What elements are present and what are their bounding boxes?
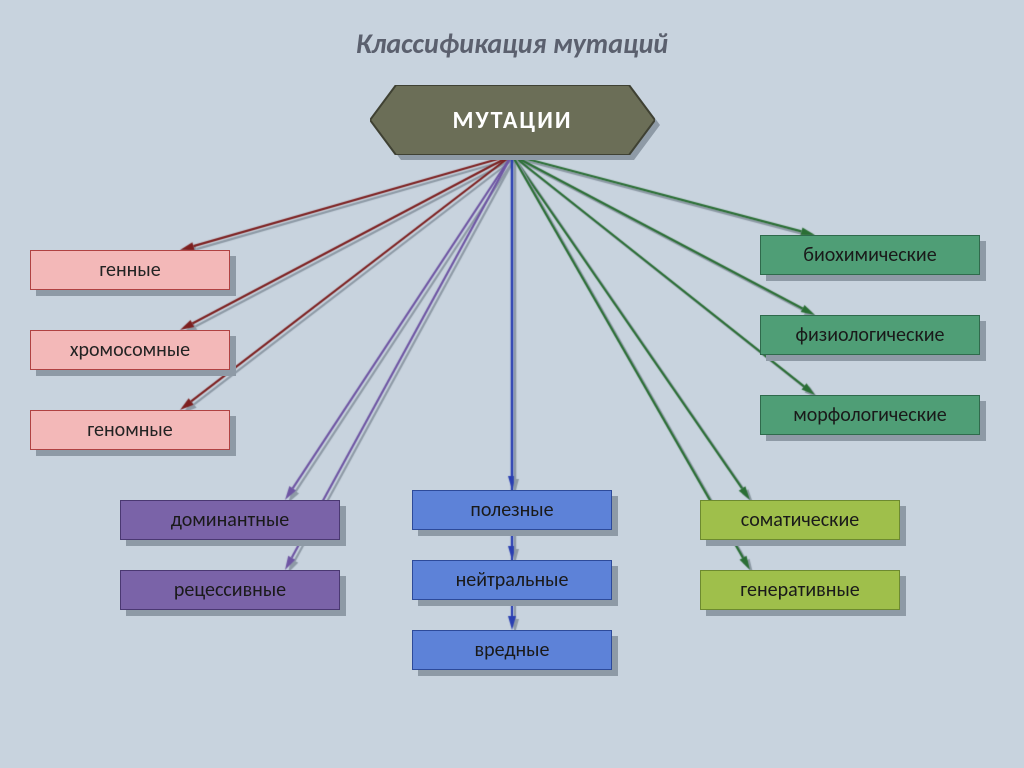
node-box: нейтральные (412, 560, 612, 600)
node-box: геномные (30, 410, 230, 450)
node-label: геномные (30, 410, 230, 450)
node-box: биохимические (760, 235, 980, 275)
node-box: доминантные (120, 500, 340, 540)
root-label: МУТАЦИИ (370, 106, 655, 135)
node-label: морфологические (760, 395, 980, 435)
node-box: генеративные (700, 570, 900, 610)
node-label: рецессивные (120, 570, 340, 610)
node-box: морфологические (760, 395, 980, 435)
node-label: биохимические (760, 235, 980, 275)
node-label: вредные (412, 630, 612, 670)
node-box: рецессивные (120, 570, 340, 610)
node-label: физиологические (760, 315, 980, 355)
node-box: соматические (700, 500, 900, 540)
node-box: физиологические (760, 315, 980, 355)
node-box: хромосомные (30, 330, 230, 370)
node-label: соматические (700, 500, 900, 540)
node-label: нейтральные (412, 560, 612, 600)
node-label: генные (30, 250, 230, 290)
root-node: МУТАЦИИ (370, 85, 655, 155)
node-box: генные (30, 250, 230, 290)
node-label: полезные (412, 490, 612, 530)
node-box: полезные (412, 490, 612, 530)
node-label: доминантные (120, 500, 340, 540)
node-box: вредные (412, 630, 612, 670)
node-label: хромосомные (30, 330, 230, 370)
node-label: генеративные (700, 570, 900, 610)
diagram-title: Классификация мутаций (0, 26, 1024, 61)
